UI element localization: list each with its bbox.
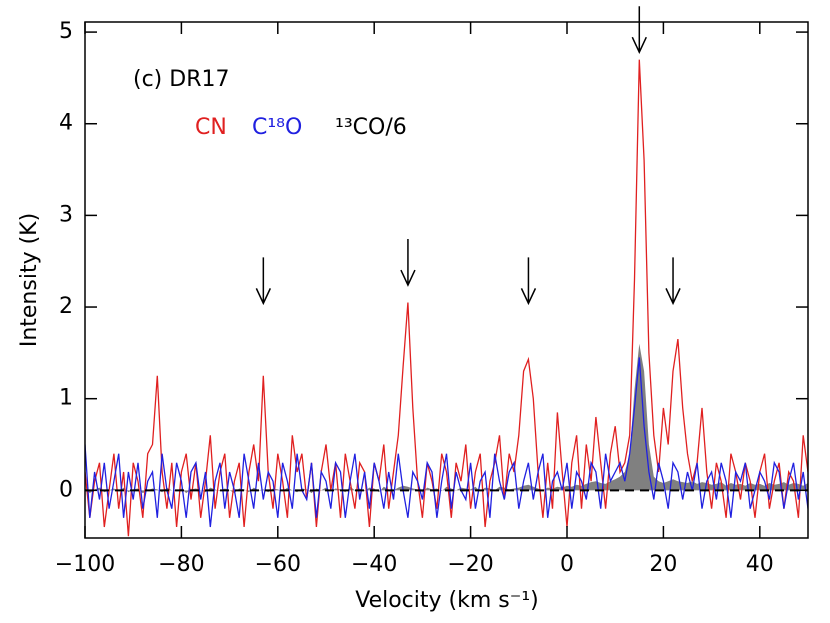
x-tick-label: 40 (746, 552, 774, 577)
x-tick-label: 20 (649, 552, 677, 577)
plot-frame (84, 21, 809, 539)
line (85, 357, 808, 528)
legend-entry: ¹³CO/6 (335, 115, 407, 140)
x-tick-label: −20 (447, 552, 493, 577)
y-tick-label: 0 (59, 477, 73, 502)
annotation: (c) DR17 (133, 67, 229, 92)
x-tick-label: −40 (351, 552, 397, 577)
x-tick-label: 0 (560, 552, 574, 577)
arrow (665, 257, 681, 306)
arrow (631, 6, 647, 55)
x-tick-label: −100 (55, 552, 115, 577)
y-tick-label: 3 (59, 202, 73, 227)
line (85, 59, 808, 537)
legend-entry: CN (195, 115, 227, 140)
y-tick-label: 2 (59, 294, 73, 319)
arrow (520, 257, 537, 306)
legend-entry: C¹⁸O (252, 115, 302, 140)
arrow (255, 257, 272, 306)
y-axis-label: Intensity (K) (17, 213, 42, 347)
x-tick-label: −80 (158, 552, 204, 577)
y-tick-label: 5 (59, 19, 73, 44)
arrow (400, 239, 416, 287)
y-tick-label: 1 (59, 386, 73, 411)
y-tick-label: 4 (59, 111, 73, 136)
x-tick-label: −60 (255, 552, 301, 577)
x-axis-label: Velocity (km s⁻¹) (355, 588, 539, 613)
